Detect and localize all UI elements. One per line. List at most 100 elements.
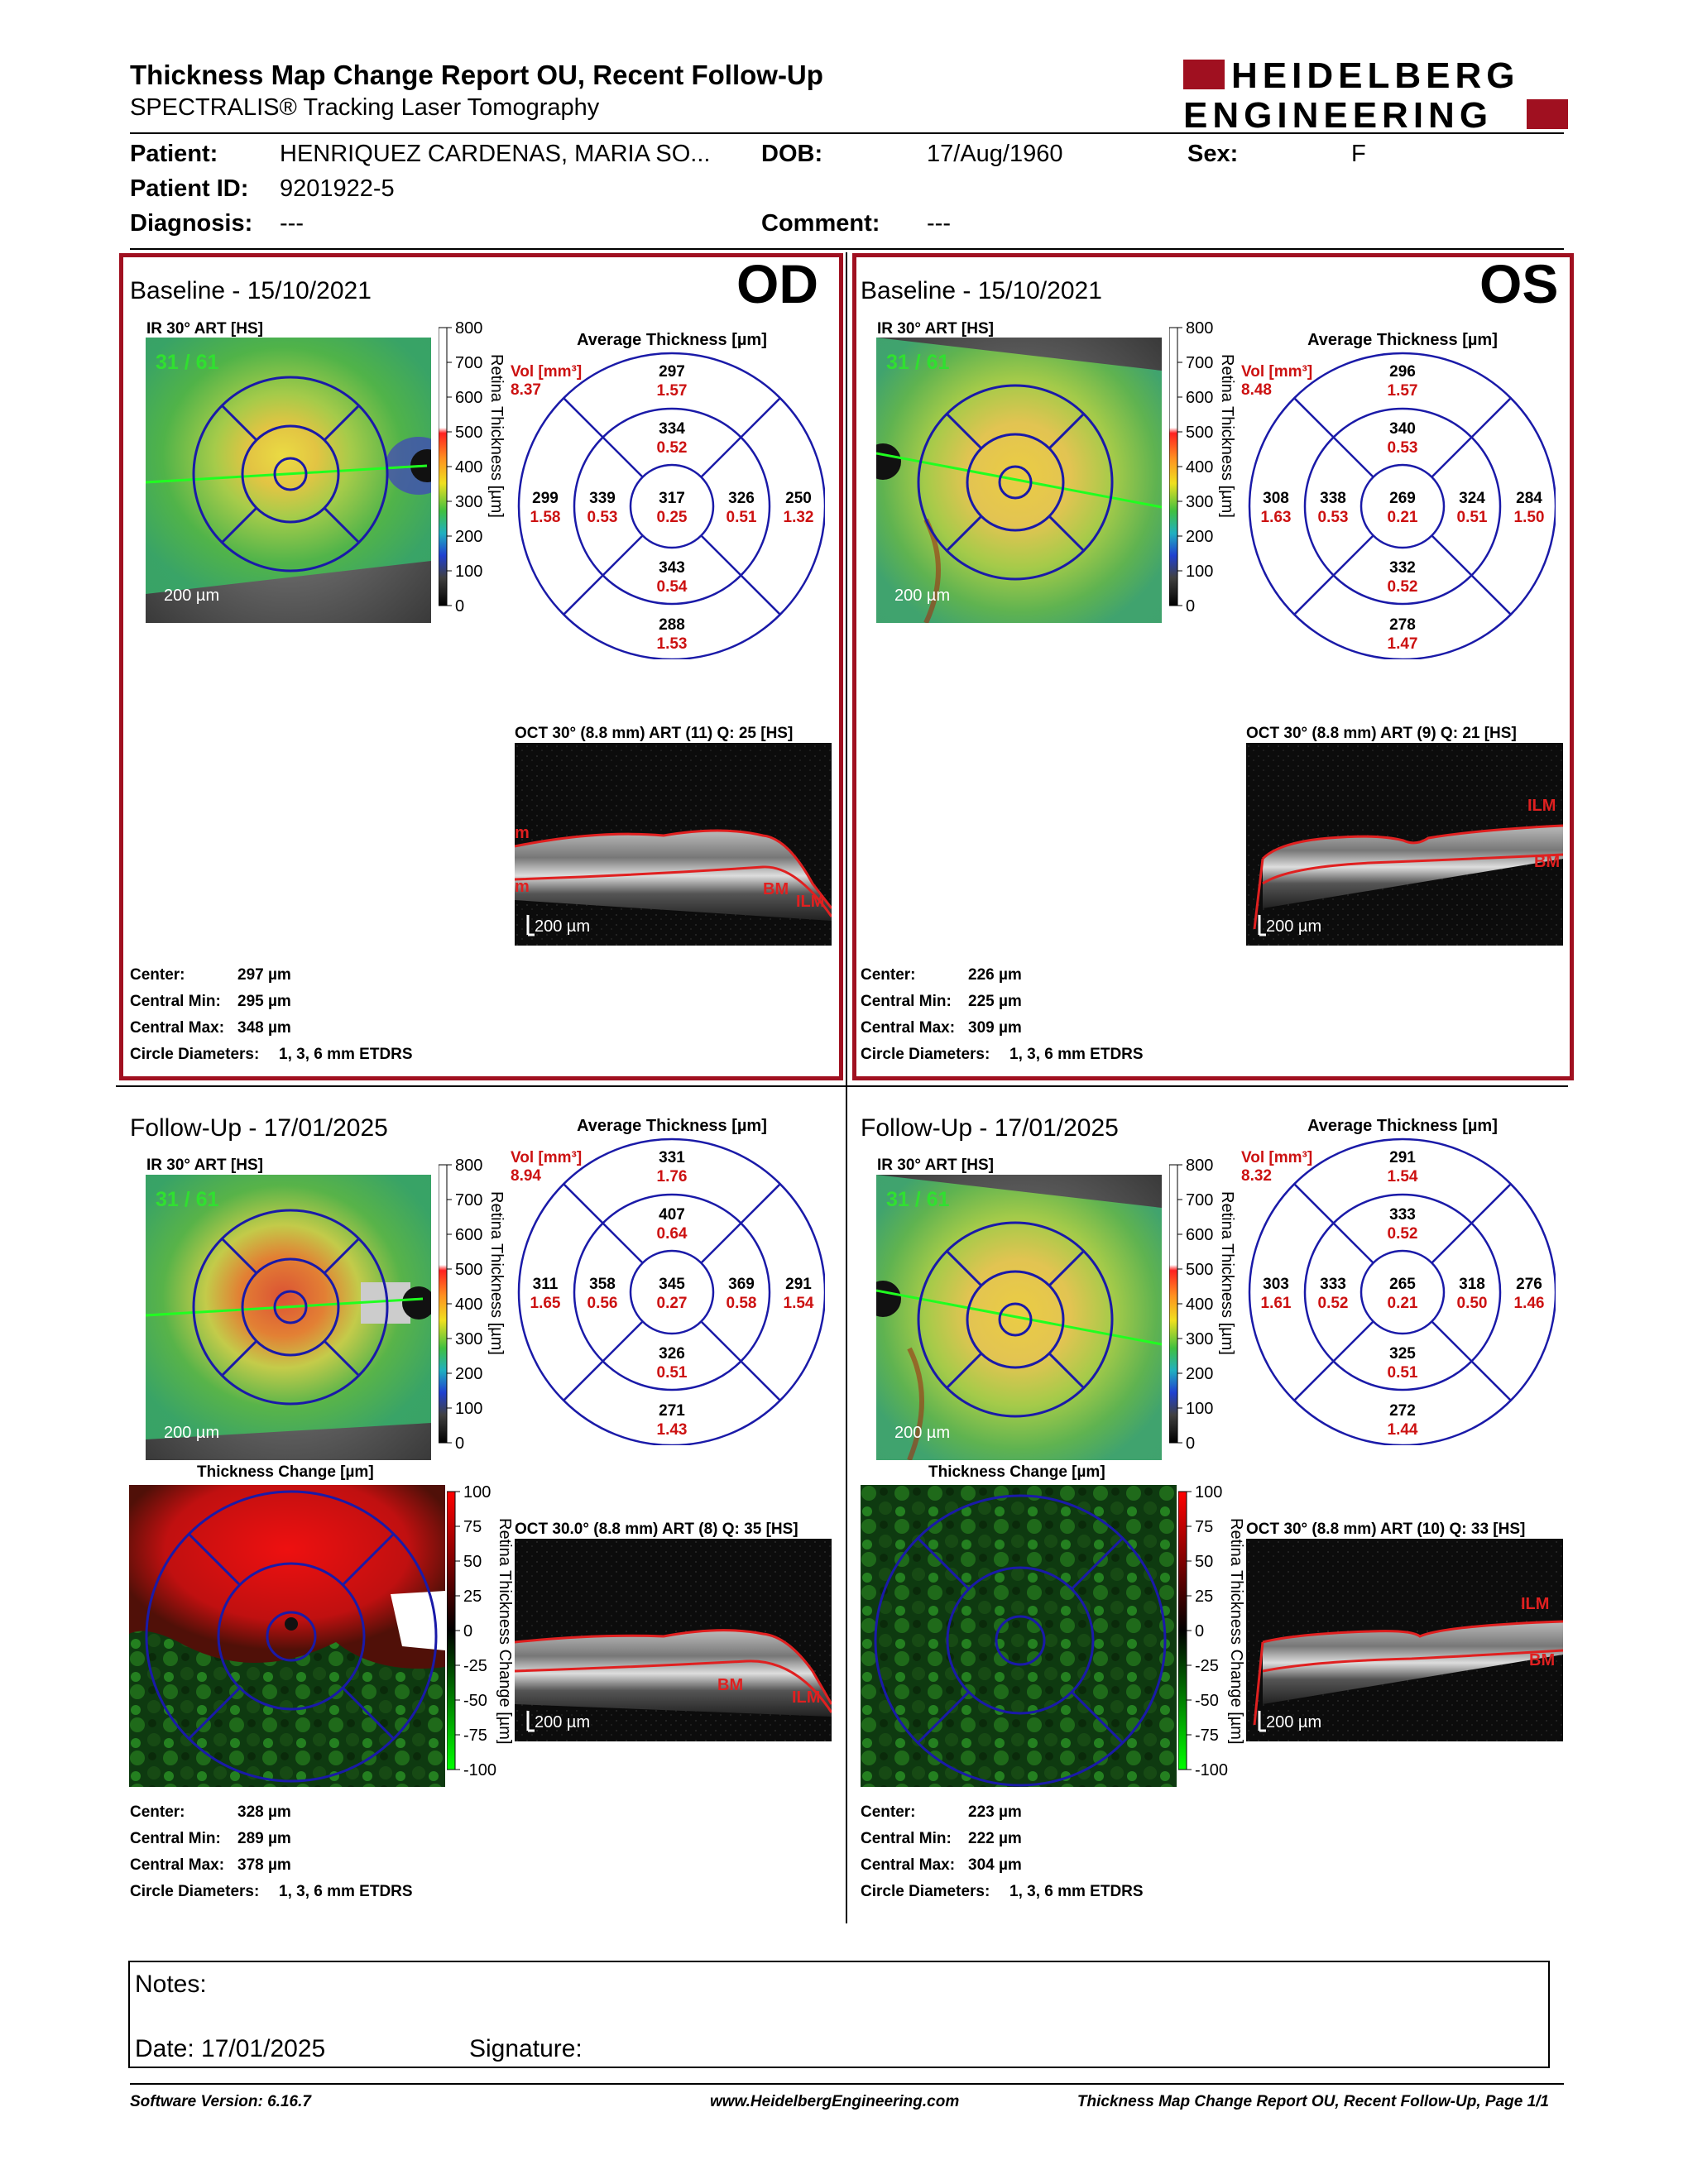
svg-text:m: m (515, 878, 530, 896)
scale-tick-label: 600 (1186, 389, 1213, 407)
etdrs-thickness-inner-top: 334 (659, 420, 685, 438)
etdrs-volume-inner-top: 0.52 (657, 439, 688, 457)
stat-center-label: Center: (130, 966, 185, 984)
stat-circle-diameters-label: Circle Diameters: (130, 1046, 260, 1063)
os-baseline-ir-label: IR 30° ART [HS] (877, 320, 994, 338)
etdrs-volume-inner-left: 0.53 (1318, 509, 1349, 526)
svg-text:ILM: ILM (796, 893, 824, 911)
stat-center-label: Center: (861, 966, 916, 984)
patient-id-label: Patient ID: (130, 175, 249, 202)
svg-text:ILM: ILM (792, 1688, 820, 1707)
stat-central-max-value: 348 µm (237, 1019, 291, 1037)
svg-text:31 / 61: 31 / 61 (156, 351, 219, 374)
page-indicator: Thickness Map Change Report OU, Recent F… (1077, 2093, 1549, 2110)
svg-text:ILM: ILM (1521, 1595, 1549, 1613)
stat-central-max-value: 309 µm (968, 1019, 1022, 1037)
scale-tick-label: 700 (1186, 354, 1213, 372)
scale-tick-label: 0 (455, 597, 464, 615)
etdrs-thickness-outer-right: 284 (1516, 490, 1542, 507)
od-followup-title: Follow-Up - 17/01/2025 (130, 1114, 388, 1142)
software-version: Software Version: 6.16.7 (130, 2093, 311, 2110)
scale-tick-label: 25 (463, 1588, 482, 1606)
etdrs-thickness-inner-bottom: 332 (1389, 559, 1416, 577)
etdrs-thickness-center: 345 (659, 1276, 685, 1293)
os-followup-stats: Center: 223 µm Central Min: 222 µm Central M… (861, 1803, 1192, 1911)
svg-text:200 µm: 200 µm (164, 587, 219, 605)
os-followup-ir-label: IR 30° ART [HS] (877, 1157, 994, 1174)
etdrs-volume-outer-top: 1.76 (657, 1168, 688, 1185)
stat-circle-diameters-value: 1, 3, 6 mm ETDRS (1009, 1883, 1144, 1900)
volume-value: 8.94 (511, 1167, 541, 1185)
etdrs-thickness-outer-right: 250 (785, 490, 812, 507)
etdrs-volume-outer-right: 1.32 (784, 509, 814, 526)
stat-central-min-label: Central Min: (130, 993, 221, 1010)
stat-center-value: 226 µm (968, 966, 1022, 984)
stat-central-min-value: 295 µm (237, 993, 291, 1010)
svg-text:BM: BM (717, 1676, 743, 1694)
etdrs-volume-inner-right: 0.50 (1457, 1295, 1488, 1312)
etdrs-thickness-inner-bottom: 343 (659, 559, 685, 577)
os-baseline-thickness-scale: 800 700 600 500 400 300 200 100 0 Retina Thicknes… (1168, 319, 1236, 619)
svg-text:200 µm: 200 µm (894, 1424, 950, 1442)
scale-tick-label: 75 (1195, 1518, 1213, 1536)
avg-thickness-title: Average Thickness [µm] (577, 331, 767, 349)
scale-tick-label: -25 (463, 1657, 487, 1675)
od-baseline-oct: m m BM ILM 200 µm (514, 743, 833, 946)
etdrs-thickness-outer-bottom: 288 (659, 616, 685, 634)
signature-label: Signature: (469, 2035, 583, 2062)
scale-tick-label: 50 (1195, 1553, 1213, 1571)
stat-circle-diameters-label: Circle Diameters: (130, 1883, 260, 1900)
etdrs-thickness-inner-right: 318 (1459, 1276, 1485, 1293)
os-followup-thickness-map: 31 / 61 200 µm (865, 1175, 1163, 1462)
volume-label: Vol [mm³] (511, 1149, 582, 1166)
od-baseline-etdrs-chart: Average Thickness [µm] Vol [mm³] 8.37 317 0.… (511, 328, 827, 661)
diagnosis-value: --- (280, 210, 304, 237)
scale-tick-label: -50 (463, 1692, 487, 1710)
etdrs-volume-inner-left: 0.53 (587, 509, 618, 526)
etdrs-volume-center: 0.21 (1388, 1295, 1418, 1312)
os-baseline-frame (852, 253, 1574, 1080)
etdrs-volume-inner-bottom: 0.51 (657, 1364, 688, 1382)
od-followup-thickness-scale: 800 700 600 500 400 300 200 100 0 Retina Thicknes… (438, 1157, 506, 1456)
etdrs-volume-outer-top: 1.57 (1388, 382, 1418, 400)
os-followup-title: Follow-Up - 17/01/2025 (861, 1114, 1119, 1142)
etdrs-thickness-outer-top: 297 (659, 363, 685, 381)
avg-thickness-title: Average Thickness [µm] (1307, 331, 1498, 349)
os-followup-oct-label: OCT 30° (8.8 mm) ART (10) Q: 33 [HS] (1246, 1521, 1526, 1538)
od-baseline-oct-label: OCT 30° (8.8 mm) ART (11) Q: 25 [HS] (515, 725, 794, 742)
etdrs-thickness-inner-bottom: 325 (1389, 1345, 1416, 1363)
patient-id-value: 9201922-5 (280, 175, 395, 202)
scale-tick-label: 300 (1186, 1330, 1213, 1348)
sex-label: Sex: (1187, 141, 1239, 167)
scale-tick-label: 200 (1186, 1365, 1213, 1383)
etdrs-volume-outer-right: 1.50 (1514, 509, 1545, 526)
etdrs-thickness-inner-right: 326 (728, 490, 755, 507)
notes-box[interactable]: Notes: Date: 17/01/2025 Signature: (128, 1961, 1550, 2068)
etdrs-thickness-outer-top: 291 (1389, 1149, 1416, 1166)
os-baseline-etdrs-chart: Average Thickness [µm] Vol [mm³] 8.48 269 0.… (1241, 328, 1557, 661)
etdrs-thickness-outer-top: 331 (659, 1149, 685, 1166)
od-baseline-thickness-map: 31 / 61 200 µm (145, 338, 452, 623)
svg-text:31 / 61: 31 / 61 (156, 1188, 219, 1211)
volume-label: Vol [mm³] (511, 363, 582, 381)
etdrs-volume-inner-top: 0.64 (657, 1225, 688, 1243)
avg-thickness-title: Average Thickness [µm] (1307, 1117, 1498, 1135)
website-link[interactable]: www.HeidelbergEngineering.com (710, 2093, 960, 2110)
etdrs-volume-inner-top: 0.53 (1388, 439, 1418, 457)
scale-tick-label: 0 (455, 1434, 464, 1453)
scale-tick-label: 50 (463, 1553, 482, 1571)
etdrs-thickness-center: 265 (1389, 1276, 1416, 1293)
etdrs-volume-inner-bottom: 0.51 (1388, 1364, 1418, 1382)
scale-tick-label: 0 (1195, 1622, 1204, 1640)
scale-tick-label: -100 (463, 1761, 496, 1779)
os-change-title: Thickness Change [µm] (928, 1463, 1105, 1481)
etdrs-thickness-outer-left: 311 (533, 1276, 559, 1293)
scale-tick-label: 100 (455, 563, 482, 581)
os-followup-etdrs-chart: Average Thickness [µm] Vol [mm³] 8.32 265 0.… (1241, 1114, 1557, 1447)
os-change-scale: 100 75 50 25 0 -25 -50 -75 -100 Retina Thickness … (1177, 1483, 1245, 1783)
scale-tick-label: 800 (455, 321, 482, 338)
os-followup-thickness-scale: 800 700 600 500 400 300 200 100 0 Retina Thicknes… (1168, 1157, 1236, 1456)
etdrs-thickness-inner-right: 324 (1459, 490, 1485, 507)
etdrs-volume-inner-bottom: 0.54 (657, 578, 688, 596)
stat-central-min-value: 225 µm (968, 993, 1022, 1010)
